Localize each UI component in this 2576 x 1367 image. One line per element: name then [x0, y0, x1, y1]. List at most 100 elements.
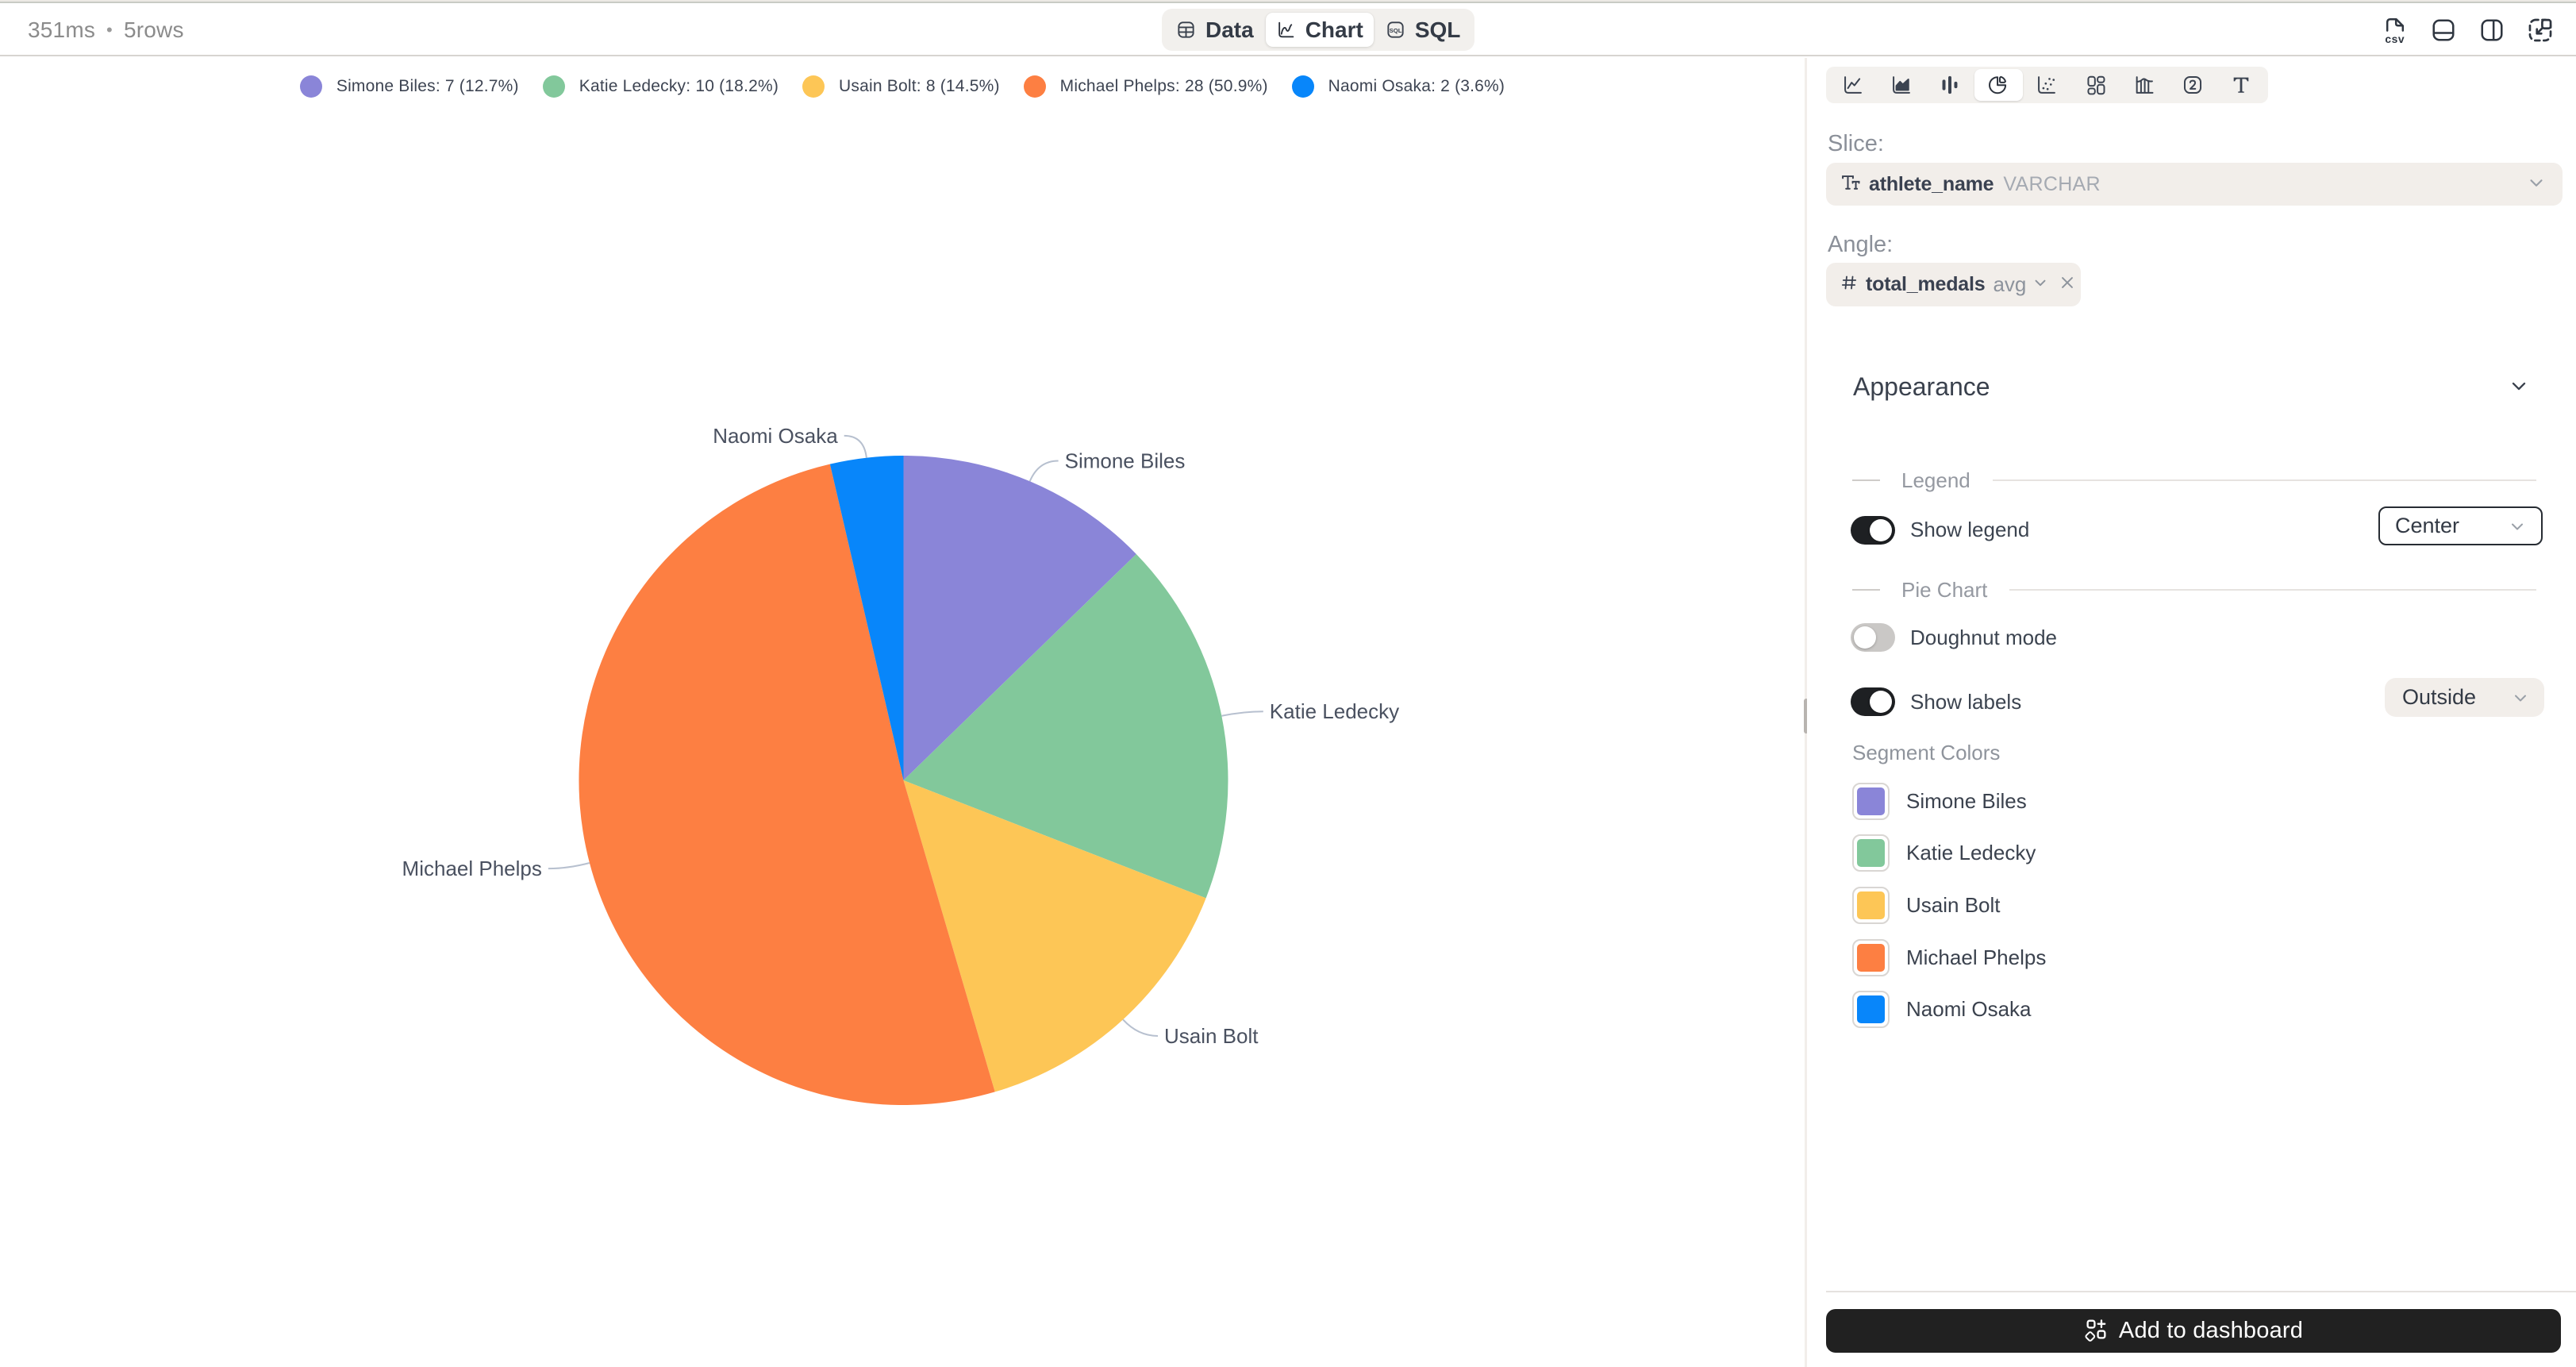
legend-dot — [1023, 75, 1046, 98]
color-swatch-button[interactable] — [1852, 939, 1890, 976]
sidebar-footer-divider — [1826, 1291, 2576, 1292]
window-top-edge-line — [0, 2, 2576, 3]
legend-position-select[interactable]: Center — [2378, 506, 2543, 545]
color-swatch — [1857, 839, 1885, 867]
split-horizontal-icon — [2432, 18, 2455, 41]
legend-dot — [299, 75, 322, 98]
header-actions: csv — [2382, 3, 2554, 56]
segment-color-label: Usain Bolt — [1906, 893, 2001, 917]
export-csv-button[interactable]: csv — [2382, 17, 2409, 44]
tab-sql[interactable]: SQL SQL — [1375, 13, 1471, 47]
segment-color-row: Michael Phelps — [1852, 939, 2046, 976]
text-icon — [2234, 77, 2249, 93]
split-vertical-button[interactable] — [2478, 17, 2505, 44]
segment-colors-heading: Segment Colors — [1852, 741, 2001, 764]
chart-type-column[interactable] — [1925, 69, 1974, 101]
remove-field-icon[interactable] — [2059, 274, 2076, 295]
slice-field-type: VARCHAR — [2003, 172, 2101, 195]
shrink-view-button[interactable] — [2527, 17, 2554, 44]
show-labels-toggle[interactable] — [1851, 687, 1895, 716]
legend-dot — [1291, 75, 1314, 98]
pie-slice[interactable] — [579, 464, 995, 1106]
tab-data-label: Data — [1205, 17, 1254, 42]
pie-slice-label: Naomi Osaka — [713, 424, 838, 448]
pie-section-header: Pie Chart — [1852, 578, 2536, 602]
line-chart-icon — [1844, 76, 1862, 94]
pie-slice-label: Michael Phelps — [402, 857, 542, 880]
line-chart-icon — [1276, 20, 1296, 40]
show-legend-toggle[interactable] — [1851, 515, 1895, 545]
slice-field-select[interactable]: athlete_name VARCHAR — [1826, 163, 2563, 206]
collapse-appearance-icon[interactable] — [2508, 375, 2530, 401]
query-duration: 351ms — [28, 17, 96, 42]
chart-type-line[interactable] — [1828, 69, 1877, 101]
slice-field-label: Slice: — [1828, 131, 1884, 156]
add-to-dashboard-button[interactable]: Add to dashboard — [1826, 1309, 2561, 1353]
labels-position-select[interactable]: Outside — [2385, 678, 2544, 717]
segment-color-label: Naomi Osaka — [1906, 997, 2032, 1021]
legend-item[interactable]: Naomi Osaka: 2 (3.6%) — [1291, 75, 1505, 98]
angle-field-chip[interactable]: total_medals avg — [1826, 263, 2081, 306]
angle-field-name: total_medals — [1866, 273, 1986, 295]
pie-label-line — [1028, 460, 1059, 482]
number-type-icon — [1840, 273, 1859, 296]
chart-type-histogram[interactable] — [2120, 69, 2168, 101]
legend-item[interactable]: Usain Bolt: 8 (14.5%) — [802, 75, 1000, 98]
pie-slice[interactable] — [903, 780, 1206, 1092]
query-status: 351ms • 5rows — [28, 3, 184, 56]
pie-slice[interactable] — [829, 456, 904, 780]
chart-type-number[interactable] — [2169, 69, 2217, 101]
segment-color-row: Usain Bolt — [1852, 887, 2001, 924]
pie-slice-label: Usain Bolt — [1164, 1024, 1259, 1048]
show-legend-row: Show legend — [1851, 510, 2545, 549]
chevron-down-icon — [2526, 172, 2547, 197]
tab-chart-label: Chart — [1305, 17, 1363, 42]
split-vertical-icon — [2481, 18, 2503, 41]
color-swatch-button[interactable] — [1852, 991, 1890, 1028]
legend-label: Usain Bolt: 8 (14.5%) — [839, 77, 1000, 95]
svg-text:csv: csv — [2385, 32, 2405, 43]
doughnut-mode-toggle[interactable] — [1851, 623, 1895, 652]
angle-field-label: Angle: — [1828, 232, 1894, 257]
labels-position-value: Outside — [2402, 685, 2477, 709]
legend-section-title: Legend — [1901, 468, 1970, 492]
tab-chart[interactable]: Chart — [1265, 13, 1374, 47]
pie-slice[interactable] — [903, 456, 1136, 780]
chevron-down-icon[interactable] — [2032, 274, 2049, 295]
pie-slice-label: Simone Biles — [1065, 449, 1186, 472]
dashboard-grid-icon — [2087, 75, 2105, 95]
chart-type-area[interactable] — [1877, 69, 1925, 101]
show-legend-label: Show legend — [1910, 518, 2030, 541]
color-swatch-button[interactable] — [1852, 783, 1890, 820]
split-horizontal-button[interactable] — [2430, 17, 2457, 44]
legend-position-value: Center — [2395, 514, 2460, 537]
chart-type-dashboard[interactable] — [2071, 69, 2120, 101]
section-dash — [1852, 479, 1880, 481]
angle-aggregation: avg — [1993, 272, 2027, 296]
color-swatch-button[interactable] — [1852, 887, 1890, 924]
pie-chart: Simone Biles Katie Ledecky Usain Bolt Micha… — [402, 424, 1399, 1106]
chart-type-text[interactable] — [2217, 69, 2266, 101]
scale-down-icon — [2528, 18, 2552, 41]
section-line — [1992, 479, 2536, 481]
segment-color-row: Katie Ledecky — [1852, 834, 2036, 872]
segment-color-label: Katie Ledecky — [1906, 841, 2036, 864]
panel-resize-handle[interactable] — [1804, 699, 1809, 734]
legend-item[interactable]: Katie Ledecky: 10 (18.2%) — [542, 75, 779, 98]
table-icon — [1176, 20, 1196, 40]
segment-color-label: Michael Phelps — [1906, 945, 2047, 969]
pie-slice[interactable] — [903, 553, 1228, 899]
segment-color-label: Simone Biles — [1906, 789, 2027, 813]
window-top-edge — [0, 0, 2576, 2]
sql-icon: SQL — [1386, 20, 1405, 40]
chart-type-scatter[interactable] — [2023, 69, 2071, 101]
color-swatch-button[interactable] — [1852, 834, 1890, 872]
chart-type-picker — [1826, 67, 2268, 103]
tab-data[interactable]: Data — [1166, 13, 1264, 47]
legend-item[interactable]: Michael Phelps: 28 (50.9%) — [1023, 75, 1268, 98]
tab-sql-label: SQL — [1414, 17, 1461, 42]
legend-item[interactable]: Simone Biles: 7 (12.7%) — [299, 75, 519, 98]
toggle-knob — [1870, 691, 1892, 713]
chart-type-pie[interactable] — [1974, 69, 2023, 101]
segment-color-row: Simone Biles — [1852, 783, 2027, 820]
